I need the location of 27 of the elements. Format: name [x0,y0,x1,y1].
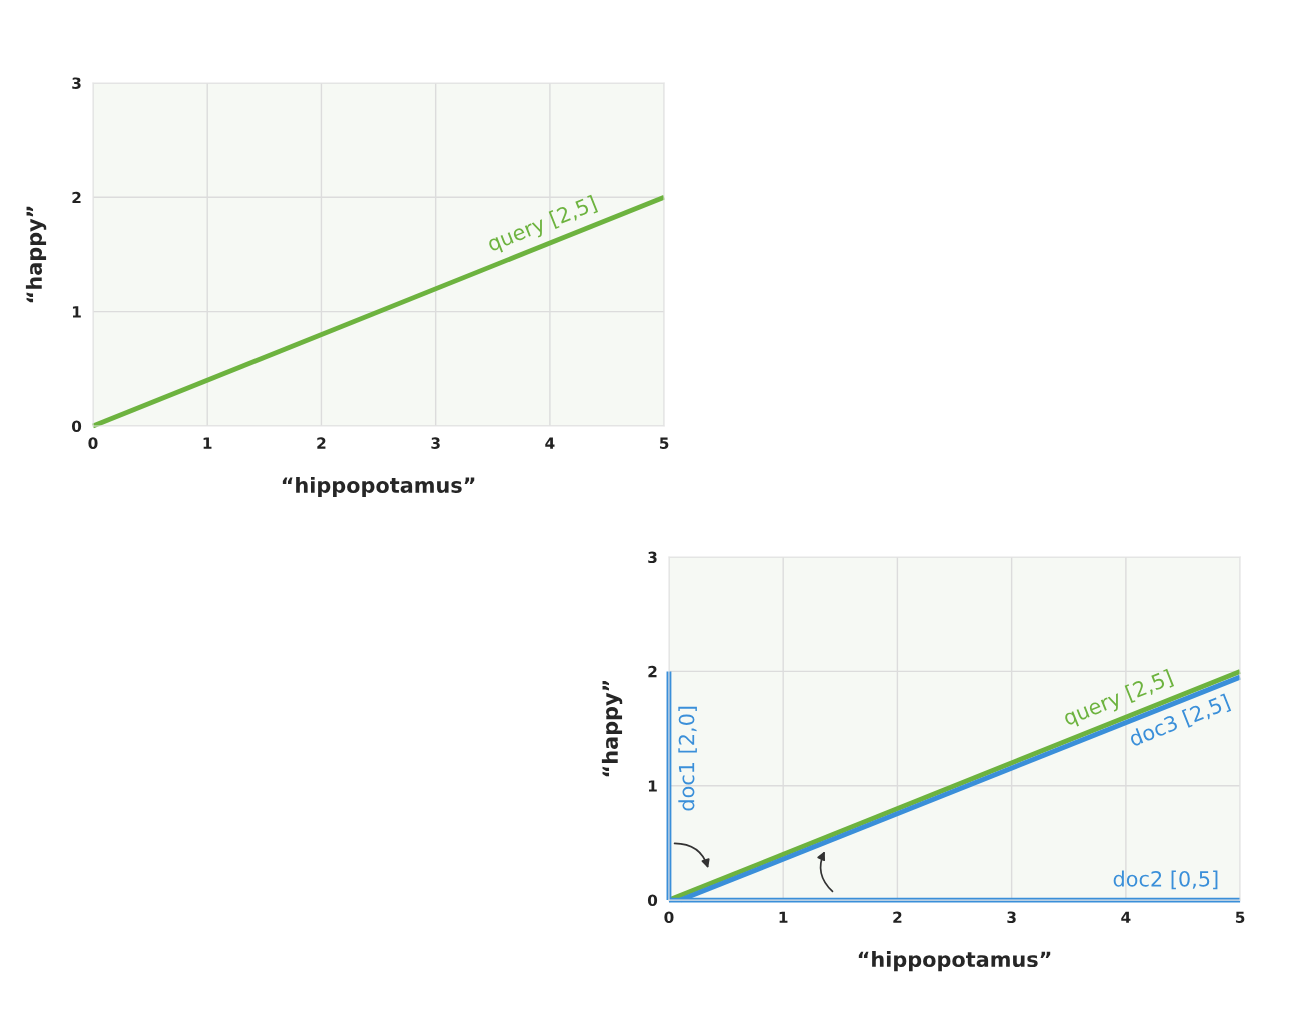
x-tick-label: 2 [893,911,902,923]
y-tick-label: 3 [72,77,81,89]
y-tick-label: 1 [72,306,81,318]
y-tick-label: 3 [648,551,657,564]
text: query [2,5] [486,194,599,256]
x-tick-label: 2 [317,437,326,449]
x-tick-label: 3 [1007,911,1016,924]
x-axis-title: “hippopotamus” [282,476,475,498]
x-tick-label: 5 [659,437,669,449]
x-tick-label: 0 [88,437,98,449]
y-tick-label: 0 [647,894,658,907]
y-axis-title: “happy” [601,680,623,777]
x-axis-title: “hippopotamus” [858,950,1051,972]
y-tick-label: 2 [648,665,657,678]
x-tick-label: 4 [545,437,555,449]
x-tick-label: 1 [779,911,788,923]
x-tick-label: 3 [431,437,440,449]
y-tick-label: 1 [648,780,657,792]
x-tick-label: 5 [1235,911,1245,924]
x-tick-label: 0 [664,911,674,924]
y-tick-label: 0 [71,420,82,433]
y-axis-title: “happy” [25,206,47,303]
series-label: doc2 [0,5] [1113,870,1218,890]
y-tick-label: 2 [72,191,81,204]
x-tick-label: 4 [1121,911,1131,923]
text: doc1 [2,0] [678,706,697,811]
x-tick-label: 1 [203,437,212,449]
